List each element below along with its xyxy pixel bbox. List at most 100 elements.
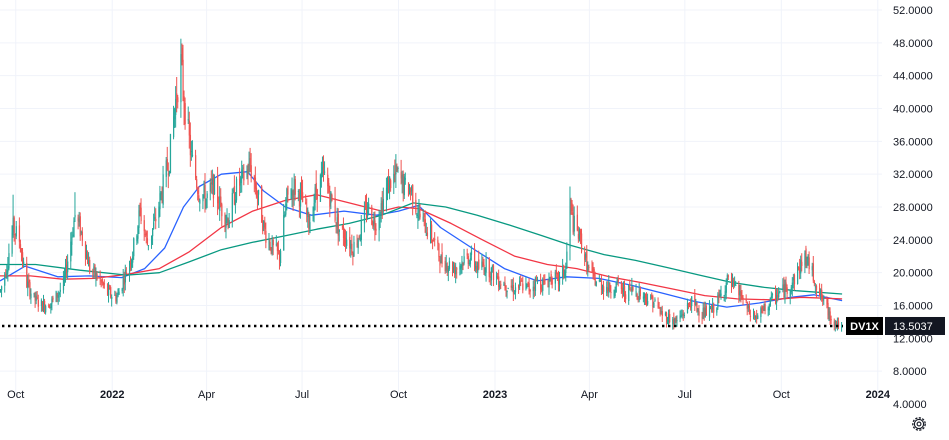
candle [173,105,175,140]
candle [371,204,373,226]
candle [131,258,133,271]
candle [834,319,837,332]
candle [676,315,678,327]
chart-settings-button[interactable] [906,412,932,436]
candle-body [219,196,221,211]
candle-body [579,231,582,235]
price-axis[interactable]: 52.0000 48.0000 44.0000 40.0000 36.0000 32.00… [893,5,933,411]
candle-body [674,317,676,325]
candle [227,217,229,230]
candle [628,284,630,305]
candle-body [643,293,646,299]
candle-body [40,300,43,306]
candle-body [555,270,558,274]
candle [249,147,251,172]
candle-body [525,283,527,290]
candle [160,191,162,201]
candle [79,212,81,241]
candle-body [512,285,515,294]
candle [730,272,733,293]
candle-body [507,288,509,290]
candle [702,302,704,320]
candle [35,291,37,305]
candle [650,294,652,301]
candle [93,263,95,279]
candle-body [799,267,801,274]
candle [654,297,656,303]
candle [388,169,390,194]
candle [309,213,311,234]
candle [591,260,593,273]
candle-body [807,255,809,259]
candle-body [705,306,708,316]
candle [521,278,523,282]
moving-average-line-2 [0,194,843,301]
candle [162,165,164,209]
candle-body [682,313,684,316]
candle-body [694,294,696,305]
candle [732,273,734,288]
candle [381,191,383,219]
candle-body [328,182,330,193]
candle [733,277,735,290]
candle [819,283,821,297]
candle-body [203,186,205,193]
candle-body [588,266,590,268]
candle-body [446,265,448,272]
candle-body [198,195,200,200]
candle [67,254,69,280]
candle [226,208,228,224]
candle-body [701,317,703,319]
candle [305,194,307,205]
candle [224,212,226,233]
candle-body [417,216,419,218]
candle [101,276,103,286]
candle [613,289,615,299]
candle-body [373,217,375,225]
candle [232,187,235,194]
candle [314,184,316,211]
candle-body [647,300,649,305]
candle [603,280,605,300]
candle [749,309,752,322]
candle [417,205,419,229]
candle-body [621,287,624,293]
symbol-label-bg [846,316,883,335]
candle [316,188,318,212]
candle [757,313,759,320]
candle [665,311,668,328]
candle-body [462,263,464,266]
candle-body [797,266,799,284]
moving-averages [0,171,843,308]
candle-body [158,206,160,219]
candle-body [257,190,260,195]
candle-body [431,224,433,240]
candle-body [121,288,123,291]
time-axis[interactable]: Oct 2022 Apr Jul Oct 2023 Apr Jul Oct 2024 [7,389,891,401]
candle-body [713,303,715,313]
candle-body [130,262,132,265]
candle-body [262,220,264,231]
candle [77,214,79,230]
candle-body [81,231,84,241]
candle [159,185,161,217]
candle [175,86,177,128]
candle-body [335,222,337,226]
candle [549,276,551,282]
candle-body [437,240,439,244]
candle-body [778,292,780,298]
candle-body [7,266,9,273]
candle-body [250,165,252,179]
candle-body [607,287,609,291]
candle-body [594,278,596,286]
candle-body [657,301,659,308]
candle-body [814,286,817,288]
candle-body [812,263,814,281]
candle [753,308,755,320]
candle-body [412,184,414,204]
candle [536,276,539,285]
candle-body [739,290,741,297]
candle-body [617,279,619,282]
